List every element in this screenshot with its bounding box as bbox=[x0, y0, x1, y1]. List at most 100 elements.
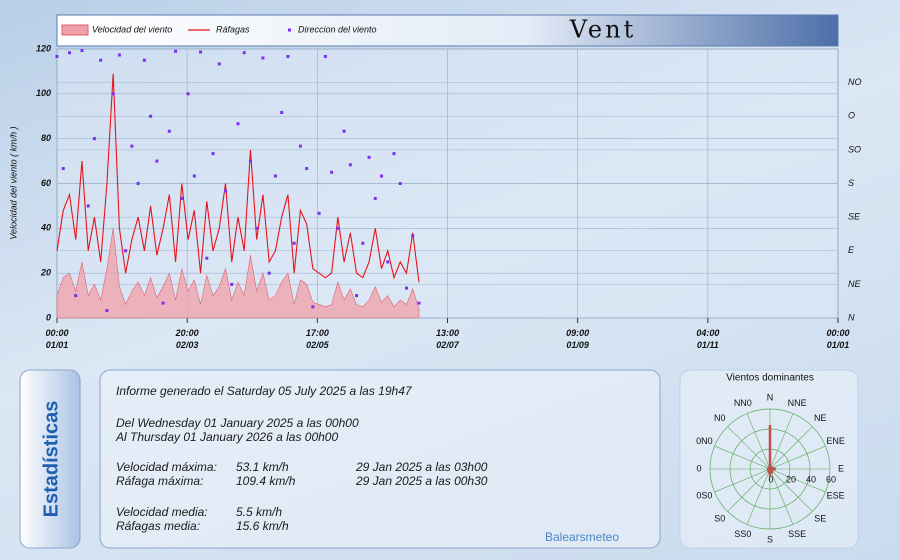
rose-direction-label: SSE bbox=[788, 529, 806, 539]
chart-title: Vent bbox=[569, 16, 636, 44]
direction-point bbox=[417, 301, 421, 305]
direction-point bbox=[273, 174, 277, 178]
direction-point bbox=[74, 294, 78, 298]
rose-spoke bbox=[714, 468, 771, 493]
direction-point bbox=[380, 174, 384, 178]
direction-point bbox=[186, 92, 190, 96]
stat-cell: Ráfaga máxima: bbox=[116, 474, 203, 488]
y-tick-label: 40 bbox=[40, 223, 51, 233]
direction-point bbox=[167, 129, 171, 133]
direction-point bbox=[205, 256, 209, 260]
direction-point bbox=[361, 241, 365, 245]
y-axis-label: Velocidad del viento ( km/h ) bbox=[8, 126, 18, 239]
direction-point bbox=[99, 58, 103, 62]
direction-point bbox=[323, 54, 327, 58]
rose-r-label: 20 bbox=[786, 474, 796, 484]
legend-swatch bbox=[61, 24, 89, 36]
y-tick-label: 60 bbox=[41, 178, 51, 188]
direction-point bbox=[255, 226, 259, 230]
direction-point bbox=[292, 241, 296, 245]
direction-point bbox=[86, 204, 90, 208]
direction-point bbox=[117, 53, 121, 57]
y-tick-label: 80 bbox=[41, 133, 51, 143]
direction-point bbox=[174, 49, 178, 53]
rose-spoke bbox=[746, 413, 771, 470]
stat-cell: Ráfagas media: bbox=[116, 519, 200, 533]
direction-point bbox=[142, 58, 146, 62]
x-tick-label: 09:00 01/09 bbox=[566, 328, 590, 350]
rose-spoke bbox=[769, 413, 794, 470]
rose-direction-label: 0N0 bbox=[696, 436, 713, 446]
rose-spoke bbox=[769, 468, 813, 512]
y-tick-label: 100 bbox=[36, 88, 51, 98]
gust-line bbox=[56, 73, 420, 283]
direction-point bbox=[199, 50, 203, 54]
legend-label: Ráfagas bbox=[216, 24, 250, 34]
rose-spoke bbox=[714, 445, 771, 470]
direction-point bbox=[267, 271, 271, 275]
y2-tick-label: N bbox=[848, 312, 855, 322]
rose-direction-label: NN0 bbox=[734, 398, 752, 408]
legend-bar bbox=[56, 14, 839, 47]
y2-tick-label: NO bbox=[848, 77, 862, 87]
stat-cell: 29 Jan 2025 a las 00h30 bbox=[355, 474, 488, 488]
direction-point bbox=[298, 144, 302, 148]
stat-cell: 29 Jan 2025 a las 03h00 bbox=[355, 460, 488, 474]
direction-point bbox=[130, 144, 134, 148]
rose-spoke bbox=[727, 426, 771, 470]
rose-direction-label: ESE bbox=[827, 491, 845, 501]
direction-point bbox=[392, 152, 396, 156]
rose-direction-label: E bbox=[838, 463, 844, 473]
rose-spoke bbox=[727, 468, 771, 512]
rose-spoke bbox=[769, 426, 813, 470]
rose-direction-label: SE bbox=[814, 514, 826, 524]
rose-direction-label: S0 bbox=[714, 514, 725, 524]
rose-spoke bbox=[769, 468, 794, 525]
direction-point bbox=[236, 122, 240, 126]
direction-point bbox=[80, 48, 84, 52]
rose-direction-label: ENE bbox=[826, 436, 845, 446]
rose-bar bbox=[767, 465, 772, 470]
stat-cell: 53.1 km/h bbox=[236, 460, 289, 474]
direction-point bbox=[330, 170, 334, 174]
rose-ring bbox=[709, 408, 831, 530]
footer: Balearsmeteo bbox=[545, 530, 619, 544]
rose-title: Vientos dominantes bbox=[726, 373, 814, 384]
direction-point bbox=[305, 167, 309, 171]
from-date: Del Wednesday 01 January 2025 a las 00h0… bbox=[116, 416, 359, 430]
rose-direction-label: N bbox=[767, 392, 774, 402]
info-panel bbox=[99, 369, 661, 549]
direction-point bbox=[398, 182, 402, 185]
rose-direction-label: SS0 bbox=[734, 529, 751, 539]
legend-label: Direccion del viento bbox=[298, 24, 377, 34]
direction-point bbox=[217, 62, 221, 66]
stat-cell: Velocidad media: bbox=[116, 505, 208, 519]
y2-tick-label: E bbox=[848, 245, 855, 255]
direction-point bbox=[161, 301, 165, 305]
rose-direction-label: 0S0 bbox=[696, 491, 712, 501]
direction-point bbox=[261, 56, 265, 60]
direction-point bbox=[180, 196, 184, 200]
legend-label: Velocidad del viento bbox=[92, 24, 172, 34]
to-date: Al Thursday 01 January 2026 a las 00h00 bbox=[115, 430, 338, 444]
legend-swatch bbox=[288, 28, 291, 32]
x-tick-label: 20:00 02/03 bbox=[175, 328, 199, 350]
direction-point bbox=[411, 234, 415, 238]
y-tick-label: 20 bbox=[40, 268, 51, 278]
direction-point bbox=[192, 174, 196, 178]
direction-point bbox=[224, 189, 228, 193]
direction-point bbox=[342, 129, 346, 133]
direction-point bbox=[404, 286, 408, 290]
y2-tick-label: SO bbox=[848, 144, 861, 154]
y2-tick-label: NE bbox=[848, 279, 861, 289]
stats-tab bbox=[19, 369, 81, 549]
direction-point bbox=[348, 163, 352, 167]
direction-point bbox=[317, 211, 321, 215]
rose-spoke bbox=[769, 468, 826, 493]
x-tick-label: 04:00 01/11 bbox=[696, 328, 720, 350]
rose-spoke bbox=[769, 445, 826, 470]
x-tick-label: 00:00 01/01 bbox=[45, 328, 69, 350]
direction-point bbox=[367, 155, 371, 159]
y2-tick-label: S bbox=[848, 178, 854, 188]
